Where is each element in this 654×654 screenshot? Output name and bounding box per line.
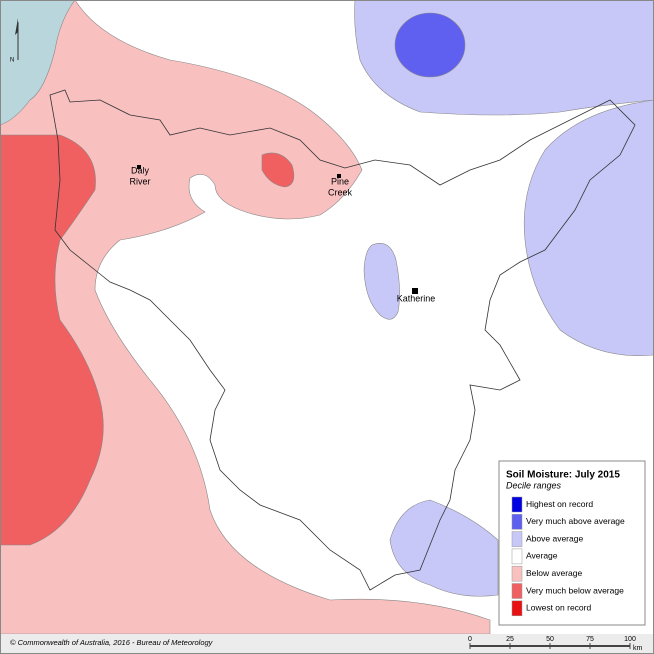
legend-label: Lowest on record (526, 603, 591, 613)
scale-label: 50 (546, 636, 554, 643)
legend-swatch (511, 565, 523, 582)
legend-subtitle: Decile ranges (506, 480, 562, 490)
legend-label: Highest on record (526, 499, 593, 509)
place-label: Pine (331, 176, 349, 186)
region-above-average (389, 499, 499, 597)
place-label: Daly (131, 165, 150, 175)
legend-swatch (511, 496, 523, 513)
legend-label: Above average (526, 533, 583, 543)
place-label: Katherine (397, 293, 436, 303)
legend-label: Below average (526, 568, 583, 578)
sea (0, 0, 76, 126)
legend-swatch (511, 583, 523, 599)
legend-label: Very much below average (526, 585, 624, 595)
legend-label: Very much above average (526, 516, 625, 526)
legend-swatch (511, 514, 523, 530)
region-above-average (523, 99, 654, 356)
copyright: © Commonwealth of Australia, 2016 - Bure… (10, 638, 214, 647)
town-marker (337, 174, 341, 178)
scale-label: 75 (586, 636, 594, 643)
region-very-much-below (0, 134, 104, 546)
region-very-much-above (394, 12, 466, 78)
region-below-average (0, 0, 491, 635)
north-arrow: N (10, 18, 19, 64)
legend-swatch (511, 600, 523, 617)
north-label: N (10, 58, 14, 64)
footer (0, 634, 654, 654)
catchment-boundary (49, 89, 636, 591)
place-label: Creek (328, 187, 353, 197)
region-above-average (363, 243, 400, 320)
scale-label: 100 (624, 636, 636, 643)
region-very-much-below (261, 152, 295, 188)
town-marker (412, 288, 418, 294)
scale-unit: km (633, 645, 643, 652)
legend-box (498, 460, 646, 626)
scale-label: 25 (506, 636, 514, 643)
legend-title: Soil Moisture: July 2015 (506, 470, 620, 481)
legend-swatch (511, 531, 523, 547)
legend-label: Average (526, 551, 558, 561)
town-marker (137, 165, 141, 169)
scale-label: 0 (468, 636, 472, 643)
place-label: River (129, 176, 150, 186)
legend-swatch (511, 548, 523, 565)
